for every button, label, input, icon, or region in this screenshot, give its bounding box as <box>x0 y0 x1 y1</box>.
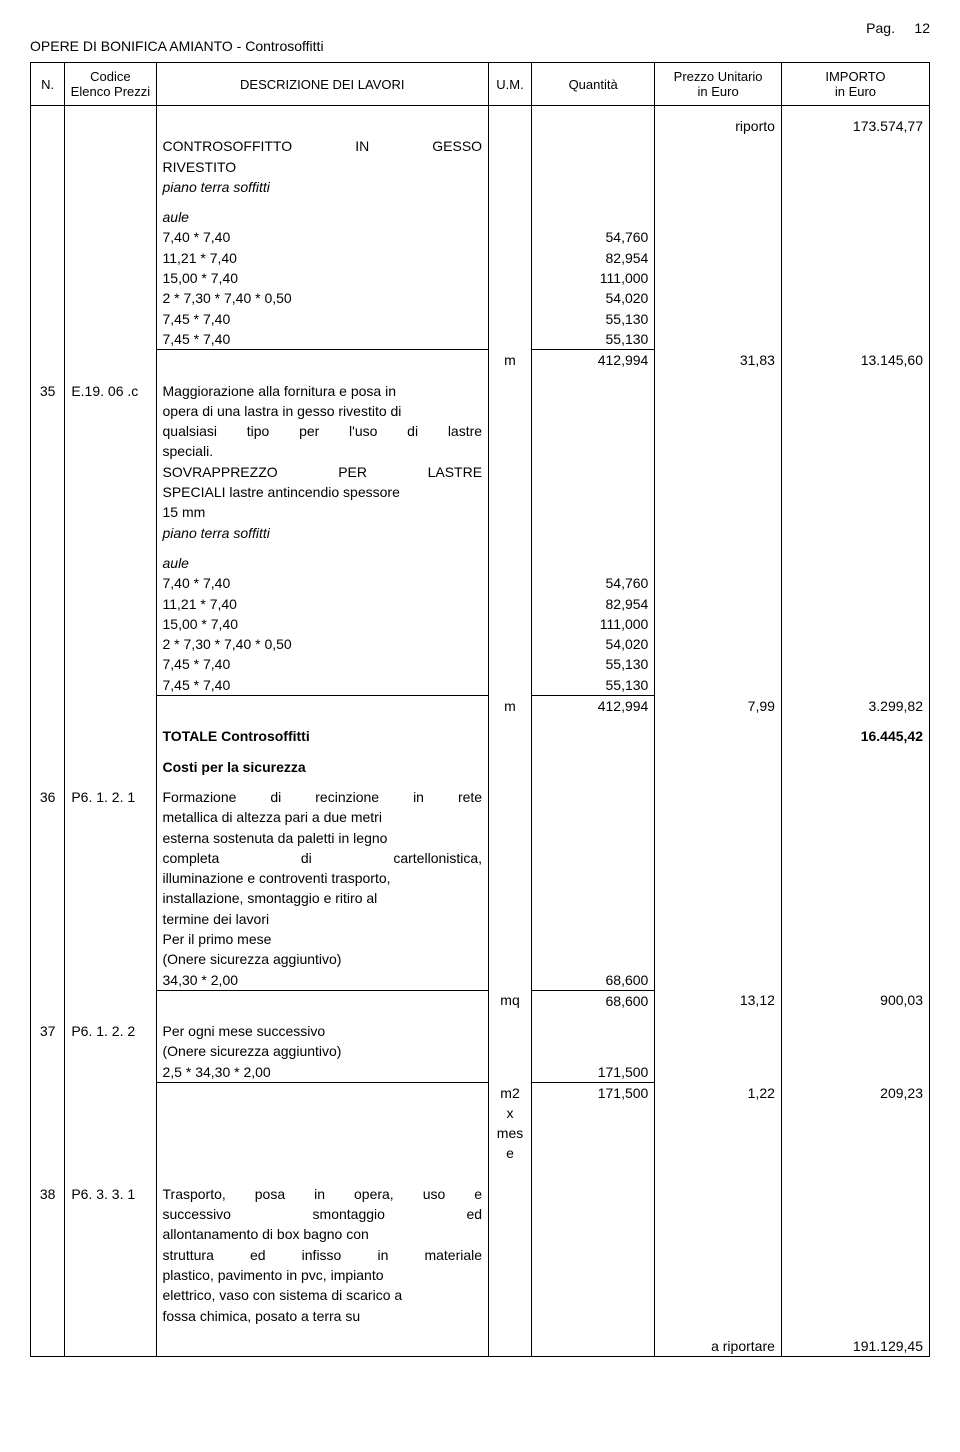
sum-qty: 68,600 <box>531 990 654 1011</box>
calc-row: 7,45 * 7,40 <box>156 675 489 696</box>
calc-row: 7,45 * 7,40 <box>156 309 489 329</box>
sum-import: 3.299,82 <box>781 696 929 717</box>
footer-label: a riportare <box>655 1336 782 1357</box>
sum-price: 1,22 <box>655 1083 782 1164</box>
row-desc: Per ogni mese successivo (Onere sicurezz… <box>156 1021 489 1062</box>
calc-row: 2 * 7,30 * 7,40 * 0,50 <box>156 288 489 308</box>
sum-qty: 171,500 <box>531 1083 654 1164</box>
row-code: E.19. 06 .c <box>65 381 156 543</box>
page-number: Pag. 12 <box>30 20 930 36</box>
aule-label: aule <box>156 553 489 573</box>
sum-import: 900,03 <box>781 990 929 1011</box>
calc-row: 7,45 * 7,40 <box>156 654 489 674</box>
row-n: 37 <box>31 1021 65 1062</box>
header-code: CodiceElenco Prezzi <box>65 63 156 106</box>
sum-price: 7,99 <box>655 696 782 717</box>
calc-row: 7,45 * 7,40 <box>156 329 489 350</box>
controsoffitto-block: CONTROSOFFITTOINGESSO RIVESTITO piano te… <box>156 136 489 197</box>
calc-row: 34,30 * 2,00 <box>156 970 489 991</box>
totale-label: TOTALE Controsoffitti <box>156 726 489 746</box>
row-n: 36 <box>31 787 65 970</box>
header-qty: Quantità <box>531 63 654 106</box>
riporto-value: 173.574,77 <box>781 116 929 136</box>
sum-qty: 412,994 <box>531 696 654 717</box>
header-import: IMPORTOin Euro <box>781 63 929 106</box>
costi-sicurezza: Costi per la sicurezza <box>156 757 489 777</box>
sum-price: 31,83 <box>655 350 782 371</box>
row-code: P6. 1. 2. 1 <box>65 787 156 970</box>
calc-row: 11,21 * 7,40 <box>156 248 489 268</box>
row-desc: Formazionedirecinzioneinrete metallica d… <box>156 787 489 970</box>
sum-import: 13.145,60 <box>781 350 929 371</box>
calc-row: 7,40 * 7,40 <box>156 573 489 593</box>
header-n: N. <box>31 63 65 106</box>
totale-value: 16.445,42 <box>781 726 929 746</box>
calc-row: 2 * 7,30 * 7,40 * 0,50 <box>156 634 489 654</box>
calc-row: 15,00 * 7,40 <box>156 614 489 634</box>
row-code: P6. 1. 2. 2 <box>65 1021 156 1062</box>
sum-um: m <box>489 350 532 371</box>
row-n: 35 <box>31 381 65 543</box>
sum-price: 13,12 <box>655 990 782 1011</box>
aule-label: aule <box>156 207 489 227</box>
section-title: OPERE DI BONIFICA AMIANTO - Controsoffit… <box>30 38 930 54</box>
calc-row: 11,21 * 7,40 <box>156 594 489 614</box>
header-price: Prezzo Unitarioin Euro <box>655 63 782 106</box>
sum-um: mq <box>489 990 532 1011</box>
footer-value: 191.129,45 <box>781 1336 929 1357</box>
header-um: U.M. <box>489 63 532 106</box>
calc-row: 2,5 * 34,30 * 2,00 <box>156 1062 489 1083</box>
main-table: N. CodiceElenco Prezzi DESCRIZIONE DEI L… <box>30 62 930 1357</box>
row-desc: Trasporto,posainopera,usoe successivosmo… <box>156 1184 489 1326</box>
sum-import: 209,23 <box>781 1083 929 1164</box>
sum-um: m2 x mes e <box>489 1083 532 1164</box>
calc-row: 15,00 * 7,40 <box>156 268 489 288</box>
row-code: P6. 3. 3. 1 <box>65 1184 156 1326</box>
calc-row: 7,40 * 7,40 <box>156 227 489 247</box>
header-desc: DESCRIZIONE DEI LAVORI <box>156 63 489 106</box>
sum-um: m <box>489 696 532 717</box>
row-desc: Maggiorazione alla fornitura e posa in o… <box>156 381 489 543</box>
sum-qty: 412,994 <box>531 350 654 371</box>
row-n: 38 <box>31 1184 65 1326</box>
riporto-label: riporto <box>655 116 782 136</box>
